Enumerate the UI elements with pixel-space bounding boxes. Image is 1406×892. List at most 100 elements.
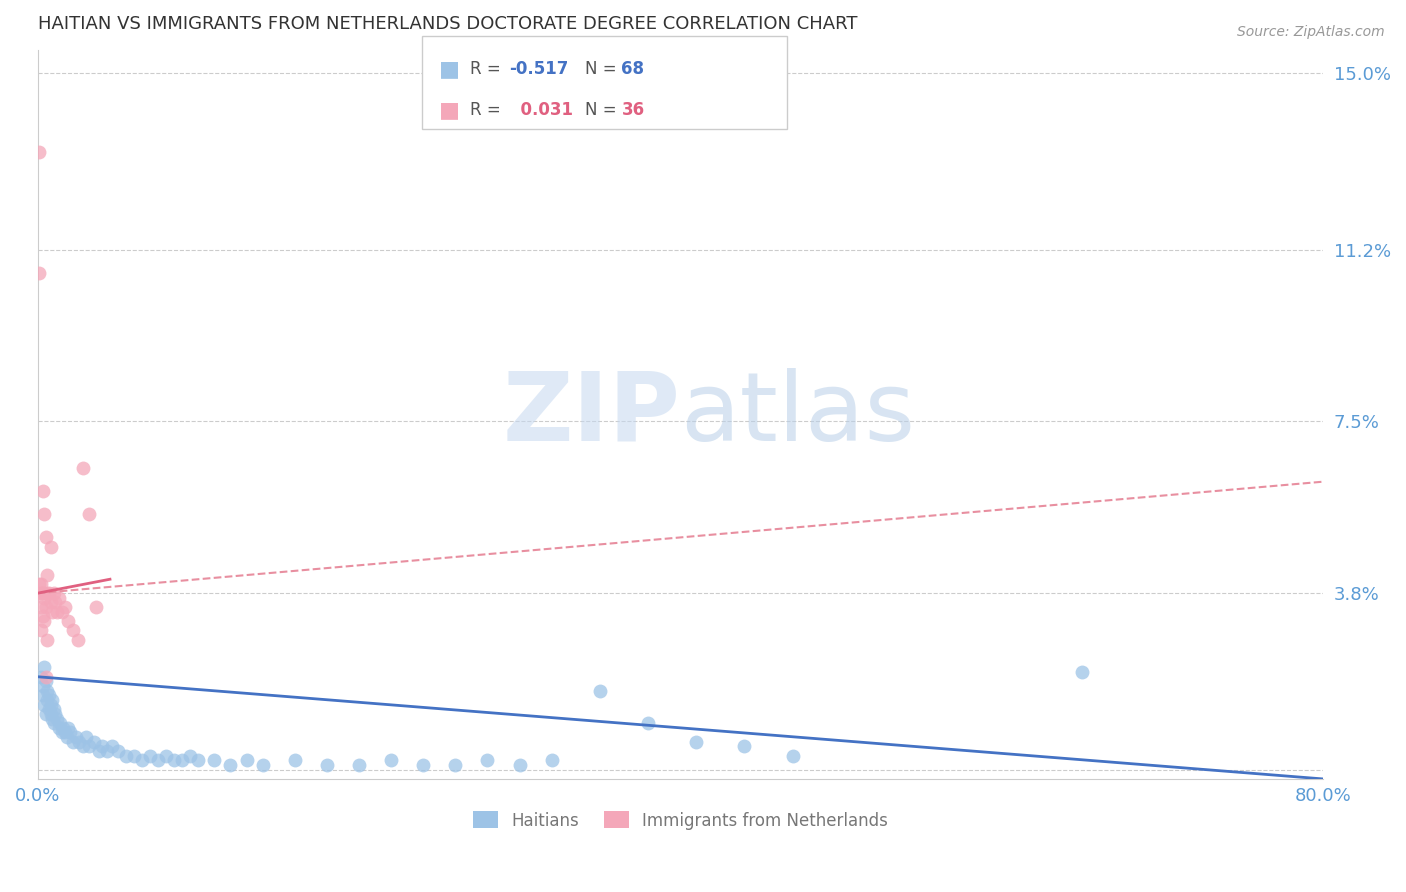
Point [235, 753, 257, 767]
Point [48, 591, 70, 605]
Point [32, 507, 55, 521]
Point [58, 721, 80, 735]
Point [52, 721, 75, 735]
Point [163, 753, 186, 767]
Point [91, 739, 114, 754]
Point [146, 753, 169, 767]
Point [35, 600, 58, 615]
Point [179, 748, 201, 763]
Point [96, 744, 118, 758]
Point [637, 716, 659, 731]
Point [35, 670, 58, 684]
Point [380, 753, 402, 767]
Point [38, 689, 60, 703]
Text: -0.517: -0.517 [509, 60, 568, 78]
Point [32, 660, 55, 674]
Point [51, 605, 73, 619]
Point [37, 683, 59, 698]
Point [44, 595, 66, 609]
Point [59, 725, 82, 739]
Point [39, 698, 62, 712]
Point [202, 753, 225, 767]
Point [38, 702, 60, 716]
Point [444, 758, 467, 772]
Point [72, 739, 94, 754]
Text: atlas: atlas [681, 368, 915, 461]
Text: ■: ■ [439, 59, 460, 78]
Point [540, 753, 562, 767]
Point [31, 586, 53, 600]
Point [72, 460, 94, 475]
Point [30, 586, 52, 600]
Point [41, 605, 63, 619]
Point [35, 706, 58, 721]
Text: N =: N = [585, 60, 621, 78]
Point [62, 624, 84, 638]
Point [30, 577, 52, 591]
Point [39, 595, 62, 609]
Point [172, 753, 194, 767]
Point [28, 266, 51, 280]
Point [83, 735, 105, 749]
Text: 68: 68 [621, 60, 644, 78]
Point [187, 753, 209, 767]
Point [1070, 665, 1092, 679]
Point [31, 689, 53, 703]
Point [35, 674, 58, 689]
Point [58, 614, 80, 628]
Point [62, 735, 84, 749]
Point [65, 730, 87, 744]
Point [509, 758, 531, 772]
Point [39, 706, 62, 721]
Point [122, 748, 145, 763]
Point [55, 730, 77, 744]
Point [69, 735, 91, 749]
Point [782, 748, 804, 763]
Point [100, 739, 122, 754]
Point [38, 586, 60, 600]
Point [315, 758, 337, 772]
Point [32, 591, 55, 605]
Point [77, 739, 100, 754]
Point [32, 614, 55, 628]
Point [42, 586, 65, 600]
Point [87, 744, 110, 758]
Point [66, 632, 89, 647]
Point [48, 721, 70, 735]
Point [77, 507, 100, 521]
Point [31, 679, 53, 693]
Point [53, 725, 76, 739]
Point [219, 758, 242, 772]
Text: R =: R = [470, 60, 506, 78]
Point [115, 748, 138, 763]
Point [589, 683, 612, 698]
Point [30, 600, 52, 615]
Point [46, 712, 69, 726]
Point [155, 748, 177, 763]
Point [284, 753, 307, 767]
Point [734, 739, 756, 754]
Point [42, 702, 65, 716]
Point [46, 605, 69, 619]
Text: ZIP: ZIP [502, 368, 681, 461]
Text: Source: ZipAtlas.com: Source: ZipAtlas.com [1237, 25, 1385, 39]
Point [347, 758, 370, 772]
Text: 0.031: 0.031 [509, 101, 574, 119]
Text: R =: R = [470, 101, 506, 119]
Point [41, 693, 63, 707]
Point [41, 712, 63, 726]
Point [30, 670, 52, 684]
Point [28, 145, 51, 159]
Point [44, 706, 66, 721]
Point [35, 531, 58, 545]
Point [32, 698, 55, 712]
Point [31, 609, 53, 624]
Point [84, 600, 107, 615]
Point [252, 758, 274, 772]
Text: HAITIAN VS IMMIGRANTS FROM NETHERLANDS DOCTORATE DEGREE CORRELATION CHART: HAITIAN VS IMMIGRANTS FROM NETHERLANDS D… [38, 15, 858, 33]
Point [31, 483, 53, 498]
Point [37, 567, 59, 582]
Point [30, 624, 52, 638]
Point [37, 693, 59, 707]
Point [51, 725, 73, 739]
